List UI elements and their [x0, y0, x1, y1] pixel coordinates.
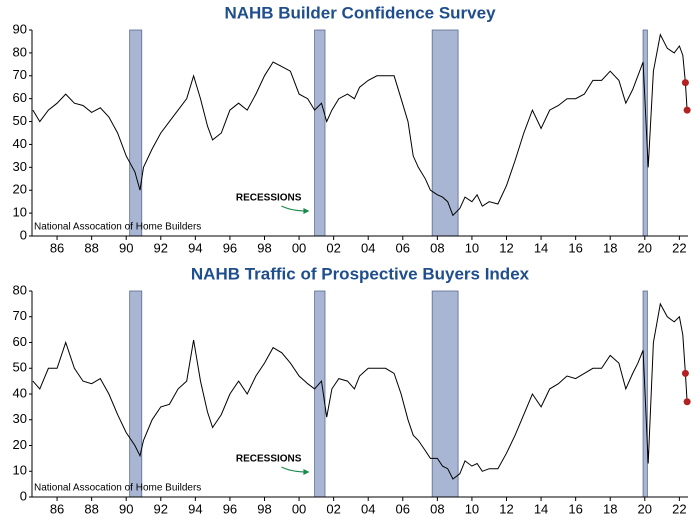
y-tick-label: 60	[13, 90, 27, 105]
recession-band	[431, 29, 459, 237]
y-tick-label: 30	[13, 411, 27, 426]
x-tick-label: 88	[84, 240, 98, 255]
recession-band	[431, 290, 459, 498]
x-tick-label: 20	[638, 501, 652, 516]
x-tick-label: 06	[396, 501, 410, 516]
recession-band	[314, 29, 326, 237]
x-tick-label: 12	[499, 501, 513, 516]
highlight-point	[683, 398, 691, 406]
x-tick-label: 00	[292, 501, 306, 516]
annotation-arrowhead	[303, 469, 310, 475]
x-tick-label: 18	[603, 501, 617, 516]
x-tick-label: 92	[154, 501, 168, 516]
x-tick-label: 96	[223, 240, 237, 255]
x-tick-label: 06	[396, 240, 410, 255]
x-tick-label: 16	[568, 240, 582, 255]
y-tick-label: 40	[13, 136, 27, 151]
x-tick-label: 22	[672, 501, 686, 516]
y-tick-label: 20	[13, 182, 27, 197]
x-tick-label: 18	[603, 240, 617, 255]
y-tick-label: 90	[13, 21, 27, 36]
x-tick-label: 88	[84, 501, 98, 516]
chart-title: NAHB Traffic of Prospective Buyers Index	[191, 264, 530, 283]
y-tick-label: 80	[13, 282, 27, 297]
x-tick-label: 98	[257, 240, 271, 255]
y-tick-label: 20	[13, 437, 27, 452]
y-tick-label: 30	[13, 159, 27, 174]
x-tick-label: 08	[430, 240, 444, 255]
y-tick-label: 10	[13, 463, 27, 478]
x-tick-label: 86	[50, 240, 64, 255]
x-tick-label: 90	[119, 501, 133, 516]
x-tick-label: 90	[119, 240, 133, 255]
x-tick-label: 14	[534, 501, 548, 516]
y-tick-label: 0	[20, 488, 27, 503]
highlight-point	[683, 106, 691, 114]
y-tick-label: 60	[13, 334, 27, 349]
y-tick-label: 40	[13, 385, 27, 400]
x-tick-label: 92	[154, 240, 168, 255]
series-line	[32, 302, 688, 480]
x-tick-label: 08	[430, 501, 444, 516]
x-tick-label: 94	[188, 240, 202, 255]
y-tick-label: 50	[13, 360, 27, 375]
x-tick-label: 94	[188, 501, 202, 516]
source-note: National Assocation of Home Builders	[34, 483, 201, 494]
chart-title: NAHB Builder Confidence Survey	[224, 3, 496, 22]
x-tick-label: 16	[568, 501, 582, 516]
x-tick-label: 00	[292, 240, 306, 255]
x-tick-label: 04	[361, 240, 375, 255]
y-tick-label: 0	[20, 227, 27, 242]
x-tick-label: 86	[50, 501, 64, 516]
y-tick-label: 10	[13, 205, 27, 220]
x-tick-label: 02	[326, 501, 340, 516]
x-tick-label: 14	[534, 240, 548, 255]
y-tick-label: 70	[13, 308, 27, 323]
x-tick-label: 22	[672, 240, 686, 255]
x-tick-label: 20	[638, 240, 652, 255]
highlight-point	[681, 369, 689, 377]
x-tick-label: 96	[223, 501, 237, 516]
x-tick-label: 02	[326, 240, 340, 255]
x-tick-label: 98	[257, 501, 271, 516]
y-tick-label: 80	[13, 44, 27, 59]
x-tick-label: 12	[499, 240, 513, 255]
series-line	[32, 33, 688, 217]
x-tick-label: 04	[361, 501, 375, 516]
x-tick-label: 10	[465, 240, 479, 255]
y-tick-label: 70	[13, 67, 27, 82]
source-note: National Assocation of Home Builders	[34, 222, 201, 233]
highlight-point	[681, 79, 689, 87]
annotation: RECESSIONS	[236, 454, 302, 465]
recession-band	[129, 29, 143, 237]
annotation-arrowhead	[303, 208, 310, 214]
x-tick-label: 10	[465, 501, 479, 516]
y-tick-label: 50	[13, 113, 27, 128]
annotation: RECESSIONS	[236, 193, 302, 204]
recession-band	[129, 290, 143, 498]
